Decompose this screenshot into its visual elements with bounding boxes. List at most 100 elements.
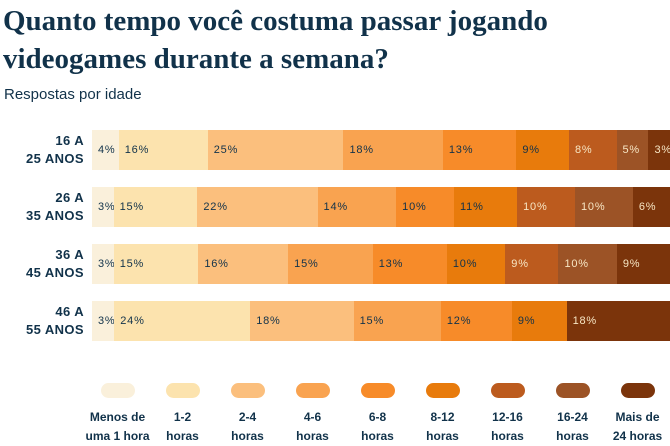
legend-item: 2-4 horas xyxy=(215,383,280,446)
legend-swatch xyxy=(230,383,265,398)
legend-label: 6-8 horas xyxy=(361,410,394,443)
title-line-2: videogames durante a semana? xyxy=(3,43,389,75)
legend-item: 16-24 horas xyxy=(540,383,605,446)
segment-value-label: 12% xyxy=(446,315,472,327)
segment-value-label: 11% xyxy=(460,201,484,213)
legend-label: 16-24 horas xyxy=(556,410,589,443)
row-label: 16 A 25 ANOS xyxy=(26,133,84,166)
bar-segment: 15% xyxy=(113,187,198,227)
bar-segment: 9% xyxy=(505,244,559,284)
legend-item: 4-6 horas xyxy=(280,383,345,446)
segment-value-label: 10% xyxy=(580,201,606,213)
legend-swatch xyxy=(425,383,460,398)
segment-value-label: 3% xyxy=(98,315,116,327)
legend-label: 2-4 horas xyxy=(231,410,264,443)
bar-segment: 5% xyxy=(616,130,649,170)
bar-segment: 13% xyxy=(372,244,447,284)
stacked-bar: 3% 15% 16% 15% 13% 10% 9% 10% 9% xyxy=(92,244,670,284)
segment-value-label: 15% xyxy=(119,201,144,213)
bar-row: 46 A 55 ANOS 3% 24% 18% 15% 12% 9% 18% xyxy=(0,301,670,341)
bar-segment: 3% xyxy=(92,301,116,341)
stacked-bar: 3% 15% 22% 14% 10% 11% 10% 10% 6% xyxy=(92,187,670,227)
segment-value-label: 18% xyxy=(256,315,281,327)
bar-segment: 16% xyxy=(118,130,208,170)
bar-row: 26 A 35 ANOS 3% 15% 22% 14% 10% 11% 10% 10% 6% xyxy=(0,187,670,227)
legend-item: 8-12 horas xyxy=(410,383,475,446)
row-label: 36 A 45 ANOS xyxy=(26,247,84,280)
chart-subtitle: Respostas por idade xyxy=(4,86,142,103)
bar-segment: 12% xyxy=(440,301,512,341)
segment-value-label: 10% xyxy=(402,201,427,213)
segment-value-label: 3% xyxy=(654,144,670,156)
bar-segment: 15% xyxy=(288,244,373,284)
title-line-1: Quanto tempo você costuma passar jogando xyxy=(3,5,548,37)
segment-value-label: 10% xyxy=(523,201,548,213)
segment-value-label: 15% xyxy=(359,315,385,327)
legend-item: Menos de uma 1 hora xyxy=(85,383,150,446)
segment-value-label: 15% xyxy=(119,258,145,270)
legend-swatch xyxy=(295,383,330,398)
legend-item: Mais de 24 horas xyxy=(605,383,670,446)
legend-label: 12-16 horas xyxy=(491,410,524,443)
bar-segment: 4% xyxy=(92,130,119,170)
segment-value-label: 9% xyxy=(511,258,529,270)
legend-swatch xyxy=(100,383,135,398)
segment-value-label: 10% xyxy=(564,258,589,270)
stacked-bar: 4% 16% 25% 18% 13% 9% 8% 5% 3% xyxy=(92,130,670,170)
legend-item: 6-8 horas xyxy=(345,383,410,446)
legend-label: 8-12 horas xyxy=(426,410,459,443)
bar-segment: 9% xyxy=(511,301,567,341)
segment-value-label: 18% xyxy=(572,315,597,327)
segment-value-label: 6% xyxy=(638,201,657,213)
segment-value-label: 4% xyxy=(98,144,116,156)
bar-segment: 6% xyxy=(632,187,670,227)
bar-segment: 3% xyxy=(648,130,670,170)
stacked-bar: 3% 24% 18% 15% 12% 9% 18% xyxy=(92,301,670,341)
legend-swatch xyxy=(555,383,590,398)
bar-segment: 18% xyxy=(343,130,443,170)
legend-item: 12-16 horas xyxy=(475,383,540,446)
segment-value-label: 18% xyxy=(349,144,374,156)
segment-value-label: 10% xyxy=(452,258,478,270)
segment-value-label: 13% xyxy=(378,258,404,270)
segment-value-label: 14% xyxy=(323,201,348,213)
segment-value-label: 15% xyxy=(294,258,319,270)
legend-swatch xyxy=(360,383,395,398)
bar-row: 16 A25 ANOS 4% 16% 25% 18% 13% 9% 8% 5% 3% xyxy=(0,130,670,170)
bar-segment: 15% xyxy=(113,244,199,284)
bar-segment: 24% xyxy=(114,301,251,341)
bar-segment: 10% xyxy=(396,187,455,227)
legend-item: 1-2 horas xyxy=(150,383,215,446)
bar-segment: 3% xyxy=(92,244,115,284)
bar-segment: 9% xyxy=(516,130,569,170)
legend-swatch xyxy=(620,383,655,398)
legend-label: 4-6 horas xyxy=(296,410,329,443)
segment-value-label: 8% xyxy=(575,144,593,156)
bar-segment: 14% xyxy=(317,187,397,227)
segment-value-label: 24% xyxy=(120,315,145,327)
bar-segment: 16% xyxy=(198,244,289,284)
bar-row: 36 A 45 ANOS 3% 15% 16% 15% 13% 10% 9% 10% 9% xyxy=(0,244,670,284)
row-label: 46 A 55 ANOS xyxy=(26,304,84,337)
segment-value-label: 5% xyxy=(622,144,640,156)
row-label: 26 A 35 ANOS xyxy=(26,190,84,223)
legend-swatch xyxy=(165,383,200,398)
bar-segment: 15% xyxy=(353,301,441,341)
segment-value-label: 16% xyxy=(124,144,150,156)
segment-value-label: 9% xyxy=(522,144,540,156)
bar-segment: 10% xyxy=(446,244,506,284)
segment-value-label: 22% xyxy=(203,201,228,213)
segment-value-label: 3% xyxy=(98,201,116,213)
bar-segment: 3% xyxy=(92,187,116,227)
legend-swatch xyxy=(490,383,525,398)
segment-value-label: 16% xyxy=(204,258,229,270)
bar-segment: 18% xyxy=(250,301,354,341)
segment-value-label: 9% xyxy=(517,315,536,327)
bar-segment: 10% xyxy=(574,187,633,227)
bar-segment: 9% xyxy=(616,244,670,284)
bar-segment: 18% xyxy=(566,301,670,341)
chart-legend: Menos de uma 1 hora 1-2 horas 2-4 horas 4-6 hor… xyxy=(85,383,670,446)
